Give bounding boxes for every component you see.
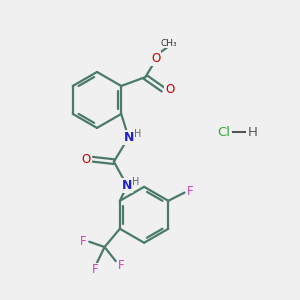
- Text: H: H: [134, 129, 141, 139]
- Text: H: H: [248, 126, 257, 139]
- Text: Cl: Cl: [217, 126, 230, 139]
- Text: O: O: [165, 83, 174, 96]
- Text: F: F: [92, 263, 98, 277]
- Text: F: F: [80, 235, 87, 248]
- Text: H: H: [132, 177, 140, 187]
- Text: F: F: [118, 259, 124, 272]
- Text: N: N: [122, 179, 132, 192]
- Text: N: N: [123, 131, 134, 144]
- Text: F: F: [187, 184, 193, 198]
- Text: CH₃: CH₃: [160, 39, 177, 48]
- Text: O: O: [151, 52, 160, 65]
- Text: O: O: [82, 153, 91, 166]
